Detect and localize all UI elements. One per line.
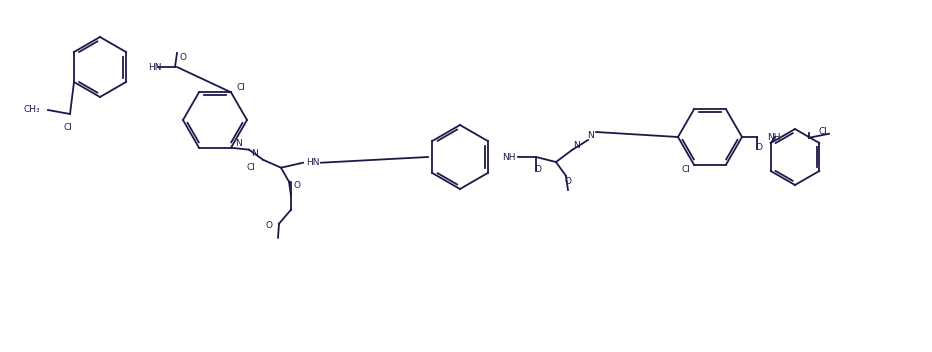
- Text: O: O: [266, 221, 272, 230]
- Text: N: N: [572, 140, 580, 150]
- Text: HN: HN: [307, 158, 320, 167]
- Text: O: O: [180, 52, 186, 62]
- Text: O: O: [756, 143, 762, 151]
- Text: Cl: Cl: [63, 124, 73, 132]
- Text: Cl: Cl: [237, 83, 245, 92]
- Text: Cl: Cl: [818, 127, 828, 136]
- Text: N: N: [236, 139, 242, 148]
- Text: O: O: [534, 164, 541, 174]
- Text: NH: NH: [502, 152, 515, 162]
- Text: CH₃: CH₃: [23, 106, 40, 114]
- Text: N: N: [252, 149, 258, 158]
- Text: HN: HN: [148, 63, 161, 71]
- Text: N: N: [586, 132, 594, 140]
- Text: O: O: [294, 181, 300, 190]
- Text: O: O: [565, 177, 571, 187]
- Text: NH: NH: [767, 132, 780, 142]
- Text: Cl: Cl: [681, 165, 691, 174]
- Text: Cl: Cl: [247, 163, 255, 172]
